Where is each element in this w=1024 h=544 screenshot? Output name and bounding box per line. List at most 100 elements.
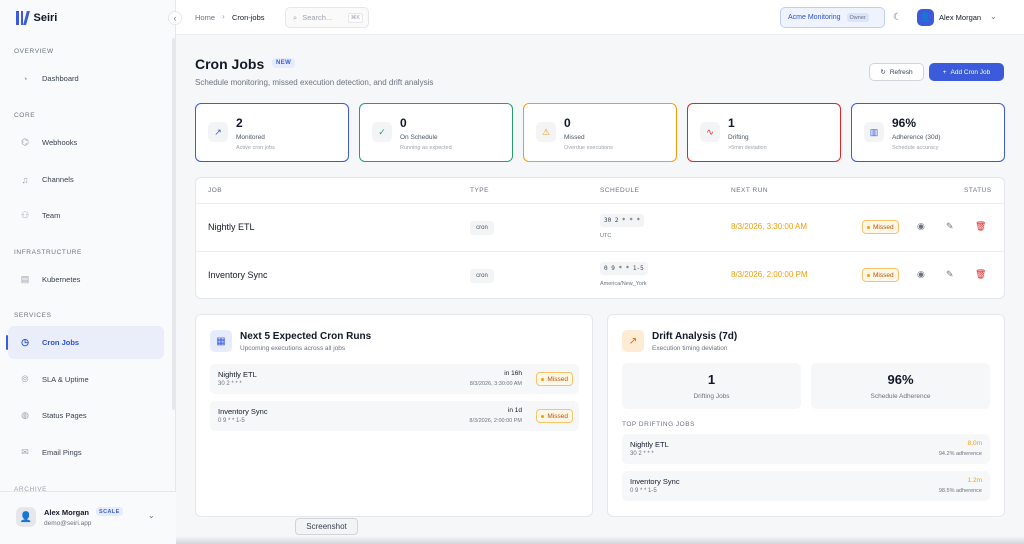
add-label: Add Cron Job <box>950 68 991 76</box>
delete-icon[interactable]: 🗑 <box>975 221 987 231</box>
refresh-button[interactable]: ↻ Refresh <box>869 63 924 81</box>
status-label: Missed <box>547 412 568 420</box>
refresh-icon: ↻ <box>880 69 886 76</box>
drift-adherence: 98.5% adherence <box>938 488 982 494</box>
metric-label: Schedule Adherence <box>870 393 931 400</box>
divider <box>196 251 1004 252</box>
status-badge: Missed <box>862 268 899 282</box>
chevron-down-icon[interactable]: ⌄ <box>990 12 997 21</box>
stat-value: 96% <box>892 116 917 130</box>
cron-expression: 30 2 * * * <box>600 214 645 227</box>
collapse-sidebar-button[interactable]: ‹ <box>168 11 182 25</box>
divider <box>196 203 1004 204</box>
breadcrumb-home[interactable]: Home <box>195 13 216 22</box>
next-run: 8/3/2026, 2:00:00 PM <box>731 270 808 279</box>
sidebar-item-status-pages[interactable]: ◍ Status Pages <box>8 399 164 432</box>
stat-sub: Active cron jobs <box>236 145 275 151</box>
status-dot <box>541 414 545 418</box>
plan-badge: SCALE <box>96 507 123 516</box>
sidebar-item-kubernetes[interactable]: ▤ Kubernetes <box>8 263 164 296</box>
sidebar-item-webhooks[interactable]: ⌬ Webhooks <box>8 126 164 159</box>
list-item[interactable]: Inventory Sync 0 9 * * 1-5 in 1d 8/3/202… <box>210 401 579 431</box>
view-icon[interactable]: ◉ <box>917 269 925 279</box>
stat-card-on-schedule: ✓ 0 On Schedule Running as expected <box>359 103 513 162</box>
moon-icon[interactable]: ☾ <box>893 12 902 23</box>
stat-value: 1 <box>728 116 735 130</box>
breadcrumb-current: Cron-jobs <box>232 13 265 22</box>
user-name[interactable]: Alex Morgan <box>939 13 982 22</box>
brand[interactable]: Seiri <box>16 10 57 26</box>
stat-label: Missed <box>564 134 585 141</box>
run-job-name: Inventory Sync <box>218 407 268 416</box>
bottom-edge <box>176 536 1024 544</box>
run-eta: in 16h <box>504 370 522 377</box>
chevron-right-icon: › <box>222 12 225 21</box>
list-item[interactable]: Nightly ETL 30 2 * * * 8.0m 94.2% adhere… <box>622 434 990 464</box>
cron-expression: 0 9 * * 1-5 <box>600 262 648 275</box>
search-icon: ⌕ <box>293 12 298 22</box>
server-icon: ▤ <box>20 274 30 284</box>
run-cron: 30 2 * * * <box>218 381 242 387</box>
run-eta: in 1d <box>507 407 522 414</box>
sidebar-item-label: SLA & Uptime <box>42 375 89 384</box>
drift-cron: 30 2 * * * <box>630 451 654 457</box>
list-item[interactable]: Inventory Sync 0 9 * * 1-5 1.2m 98.5% ad… <box>622 471 990 501</box>
chevron-down-icon[interactable]: ⌄ <box>148 511 155 520</box>
sidebar-item-label: Cron Jobs <box>42 338 80 347</box>
sidebar-user-card[interactable]: 👤 Alex Morgan SCALE demo@seiri.app ⌄ <box>0 491 176 544</box>
status-label: Missed <box>873 271 894 279</box>
drift-job-name: Nightly ETL <box>630 440 669 449</box>
sidebar-item-channels[interactable]: ♫ Channels <box>8 163 164 196</box>
column-header-schedule: SCHEDULE <box>600 187 640 194</box>
sidebar-item-sla-uptime[interactable]: ⦾ SLA & Uptime <box>8 363 164 396</box>
edit-icon[interactable]: ✎ <box>946 221 954 231</box>
seiri-logo-icon <box>16 11 30 25</box>
column-header-job: JOB <box>208 187 223 194</box>
drift-adherence: 94.2% adherence <box>938 451 982 457</box>
stat-value: 2 <box>236 116 243 130</box>
type-chip: cron <box>470 269 494 283</box>
topbar: Home › Cron-jobs ⌕ Search... ⌘K Acme Mon… <box>176 0 1024 35</box>
nav-section-services: SERVICES <box>14 312 52 319</box>
search-input[interactable]: ⌕ Search... ⌘K <box>285 7 369 28</box>
bell-icon: ♫ <box>21 174 29 185</box>
brand-name: Seiri <box>33 12 58 24</box>
footer-user-email: demo@seiri.app <box>44 520 92 527</box>
job-name[interactable]: Nightly ETL <box>208 222 255 232</box>
metric-label: Drifting Jobs <box>693 393 730 400</box>
sidebar-scrollbar[interactable] <box>172 38 175 410</box>
sidebar-item-label: Status Pages <box>42 411 87 420</box>
top-drifting-heading: TOP DRIFTING JOBS <box>622 421 695 428</box>
drift-analysis-panel: ↗ Drift Analysis (7d) Execution timing d… <box>607 314 1005 517</box>
stat-card-missed: ⚠ 0 Missed Overdue executions <box>523 103 677 162</box>
plus-icon: + <box>942 68 947 76</box>
sidebar-item-cron-jobs[interactable]: ◷ Cron Jobs <box>6 326 164 359</box>
screenshot-tooltip: Screenshot <box>295 518 358 535</box>
type-chip: cron <box>470 221 494 235</box>
stat-label: On Schedule <box>400 134 438 141</box>
delete-icon[interactable]: 🗑 <box>975 269 987 279</box>
bar-chart-icon: ▥ <box>864 122 884 142</box>
sidebar-item-email-pings[interactable]: ✉ Email Pings <box>8 436 164 469</box>
stat-sub: Overdue executions <box>564 145 613 151</box>
globe-icon: ◍ <box>21 410 29 420</box>
edit-icon[interactable]: ✎ <box>946 269 954 279</box>
job-name[interactable]: Inventory Sync <box>208 270 268 280</box>
sidebar-item-team[interactable]: ⚇ Team <box>8 199 164 232</box>
view-icon[interactable]: ◉ <box>917 221 925 231</box>
sidebar-item-label: Email Pings <box>42 448 82 457</box>
stat-label: Drifting <box>728 134 749 141</box>
metric-value: 96% <box>887 372 914 387</box>
nav-section-overview: OVERVIEW <box>14 48 54 55</box>
add-cron-job-button[interactable]: + Add Cron Job <box>929 63 1004 81</box>
webhook-icon: ⌬ <box>21 137 29 147</box>
sidebar-item-dashboard[interactable]: ◔ Dashboard <box>8 62 164 95</box>
trend-up-icon: ↗ <box>622 330 644 352</box>
metric-value: 1 <box>707 372 716 387</box>
user-avatar[interactable]: 👤 <box>917 9 934 26</box>
run-cron: 0 9 * * 1-5 <box>218 418 245 424</box>
list-item[interactable]: Nightly ETL 30 2 * * * in 16h 8/3/2026, … <box>210 364 579 394</box>
workspace-role-badge: Owner <box>846 13 869 22</box>
panel-title: Drift Analysis (7d) <box>652 331 738 342</box>
workspace-switcher[interactable]: Acme Monitoring Owner <box>780 7 885 28</box>
